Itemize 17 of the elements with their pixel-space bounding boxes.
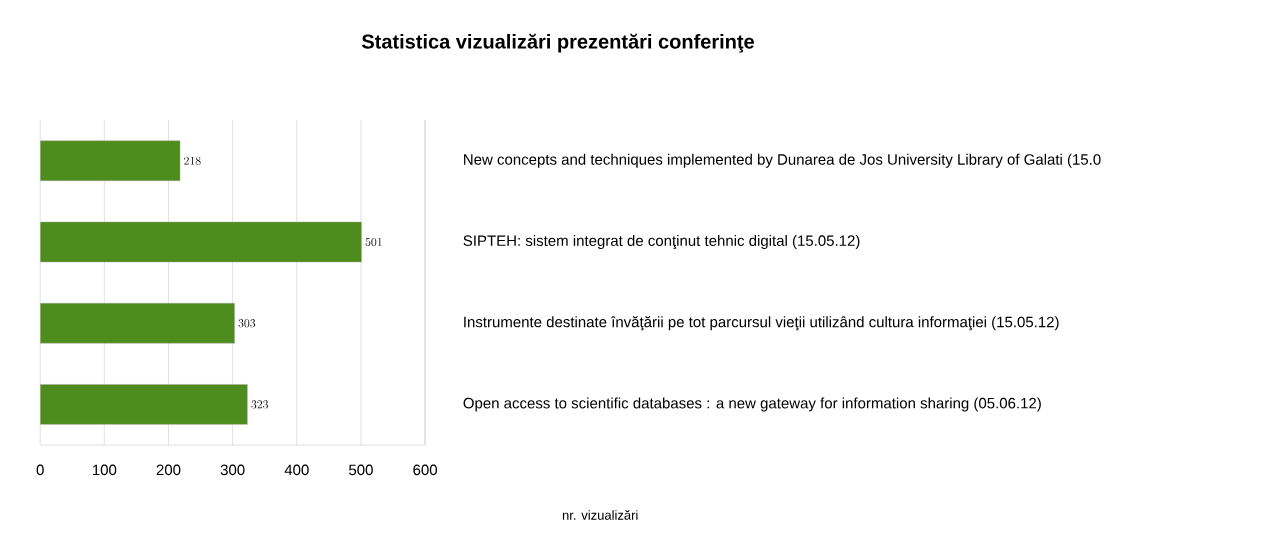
x-tick-label: 0: [36, 464, 44, 476]
x-tick-label: 200: [156, 464, 181, 476]
y-tick-label: New concepts and techniques implemented by Dunarea de Jos University Library of Galati (15.0: [464, 153, 1101, 168]
y-tick-label: Instrumente destinate învăţării pe tot parcursul vieţii utilizând cultura informaţiei (15.05.12): [464, 315, 1059, 331]
data-label: 323: [251, 400, 268, 409]
data-label: 501: [365, 237, 382, 246]
x-tick-label: 500: [349, 464, 373, 476]
y-tick-label: Open access to scientific databases : a new gateway for information sharing (05.06.12): [463, 397, 1041, 412]
data-label: 218: [184, 156, 201, 165]
x-axis-title: nr. vizualizări: [562, 509, 638, 520]
data-label: 303: [238, 319, 256, 328]
x-tick-label: 100: [92, 464, 117, 476]
text: Statistica vizualizări prezentări conferinţe: [361, 33, 754, 53]
x-tick-label: 600: [413, 464, 437, 476]
x-tick-label: 300: [220, 464, 245, 476]
x-tick-label: 400: [284, 464, 309, 476]
y-tick-label: SIPTEH: sistem integrat de conţinut tehnic digital (15.05.12): [463, 234, 860, 249]
